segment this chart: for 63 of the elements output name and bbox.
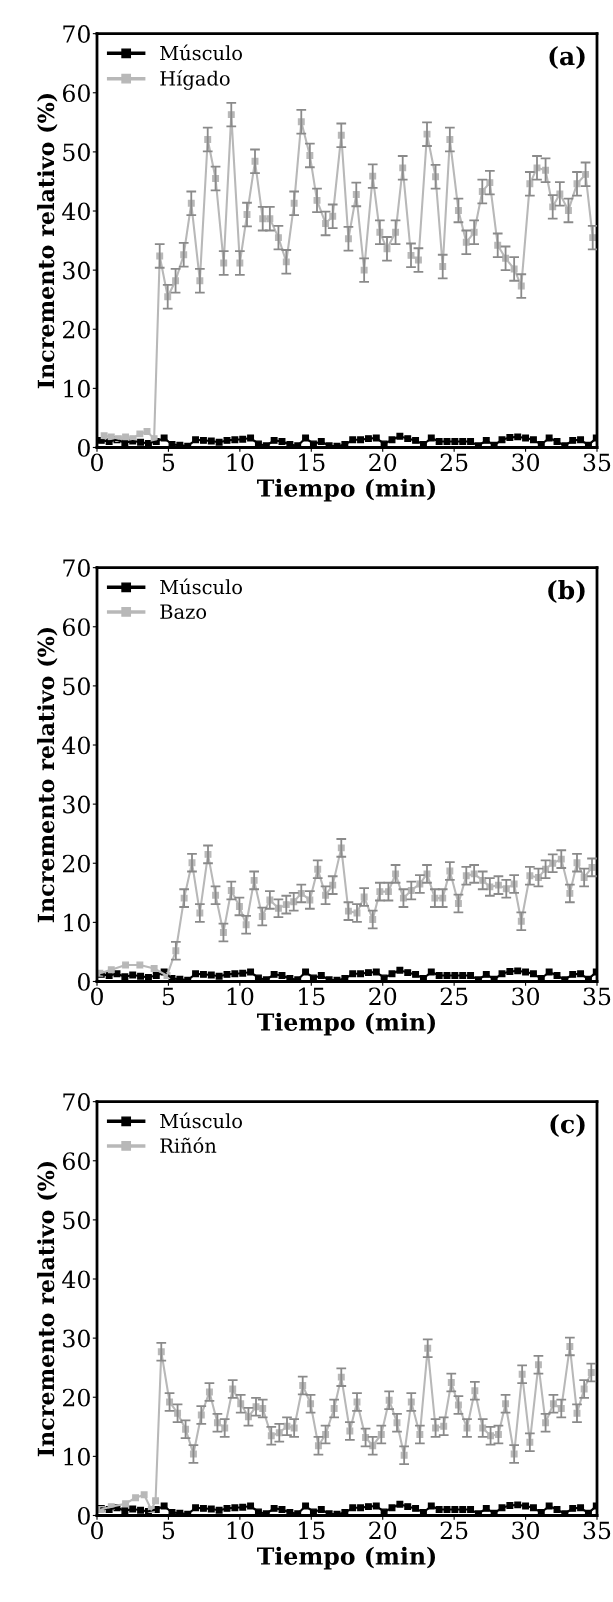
legend-label: Músculo: [160, 1112, 242, 1129]
x-tick-label: 20: [369, 1521, 397, 1540]
y-tick-label: 70: [63, 25, 90, 43]
y-tick-label: 0: [77, 1506, 90, 1525]
y-tick-label: 40: [62, 736, 90, 755]
y-tick-label: 40: [62, 202, 90, 221]
x-tick-label: 35: [583, 1521, 611, 1540]
x-tick-label: 15: [299, 453, 325, 472]
x-tick-label: 30: [512, 453, 540, 472]
x-axis-title: Tiempo (min): [257, 478, 435, 502]
legend-label: Riñón: [160, 1137, 217, 1154]
y-tick-label: 10: [64, 913, 90, 932]
x-tick-label: 0: [91, 1521, 103, 1540]
x-tick-label: 10: [227, 987, 254, 1006]
y-tick-label: 40: [62, 1270, 90, 1289]
y-tick-label: 60: [62, 618, 90, 637]
y-tick-label: 20: [63, 1388, 90, 1407]
legend-label: Músculo: [160, 44, 242, 61]
x-tick-label: 25: [440, 453, 468, 472]
x-tick-label: 15: [299, 1521, 325, 1540]
y-tick-label: 70: [63, 559, 90, 577]
legend-label: Músculo: [160, 578, 242, 595]
x-tick-label: 10: [227, 1521, 254, 1540]
y-tick-label: 50: [63, 143, 90, 162]
x-axis-title: Tiempo (min): [257, 1012, 435, 1036]
x-tick-label: 25: [440, 1521, 468, 1540]
x-tick-label: 0: [91, 987, 103, 1006]
x-tick-label: 5: [162, 1521, 175, 1540]
y-tick-label: 0: [77, 972, 90, 991]
x-tick-label: 20: [369, 453, 397, 472]
legend-label: Bazo: [160, 604, 207, 620]
x-tick-label: 15: [299, 987, 325, 1006]
y-tick-label: 20: [63, 854, 90, 873]
x-tick-label: 5: [162, 453, 175, 472]
x-tick-label: 30: [512, 987, 540, 1006]
y-tick-label: 60: [62, 1152, 90, 1171]
y-tick-label: 50: [63, 677, 90, 696]
y-tick-label: 20: [63, 320, 90, 339]
legend-label: Hígado: [160, 69, 230, 90]
x-tick-label: 35: [583, 453, 611, 472]
x-tick-label: 30: [512, 1521, 540, 1540]
y-tick-label: 10: [64, 1447, 90, 1466]
y-tick-label: 60: [62, 84, 90, 103]
y-axis-title: Incremento relativo (%): [37, 627, 58, 923]
y-axis-title: Incremento relativo (%): [37, 93, 58, 389]
x-tick-label: 5: [162, 987, 175, 1006]
x-tick-label: 25: [440, 987, 468, 1006]
x-tick-label: 35: [583, 987, 611, 1006]
y-axis-title: Incremento relativo (%): [37, 1161, 58, 1457]
annotation: (c): [550, 1114, 585, 1137]
annotation: (b): [548, 580, 585, 603]
x-tick-label: 20: [369, 987, 397, 1006]
annotation: (a): [549, 46, 585, 69]
y-tick-label: 30: [63, 261, 90, 280]
y-tick-label: 30: [63, 1329, 90, 1348]
y-tick-label: 50: [63, 1211, 90, 1230]
x-tick-label: 10: [227, 453, 254, 472]
x-tick-label: 0: [91, 453, 103, 472]
y-tick-label: 0: [77, 438, 90, 457]
y-tick-label: 30: [63, 795, 90, 814]
y-tick-label: 10: [64, 379, 90, 398]
y-tick-label: 70: [63, 1093, 90, 1111]
x-axis-title: Tiempo (min): [257, 1546, 435, 1570]
